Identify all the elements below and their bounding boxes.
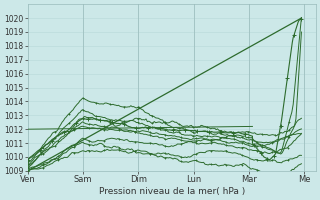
X-axis label: Pression niveau de la mer( hPa ): Pression niveau de la mer( hPa ) — [99, 187, 245, 196]
